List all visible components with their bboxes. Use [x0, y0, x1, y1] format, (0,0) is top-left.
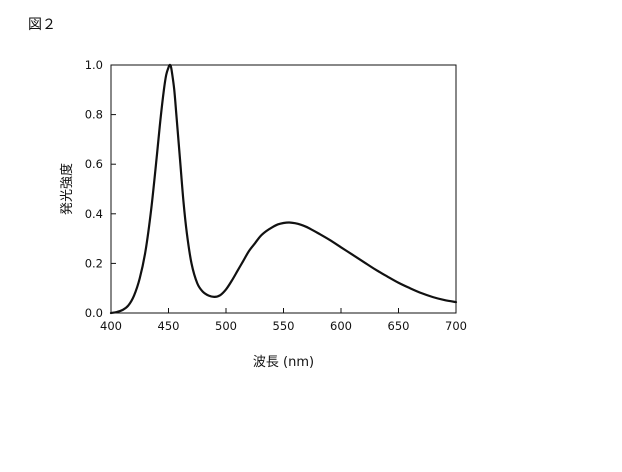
figure-label: 図２	[28, 17, 56, 33]
y-axis-title: 発光強度	[59, 163, 75, 215]
tick-labels: 400 450 500 550 600 650 700 0.0 0.2 0.4 0.6 0.8 1.0	[85, 58, 467, 333]
x-tick-label-550: 550	[273, 319, 295, 333]
x-tick-label-600: 600	[330, 319, 352, 333]
x-tick-label-450: 450	[158, 319, 180, 333]
x-tick-label-700: 700	[445, 319, 467, 333]
plot-frame	[110, 64, 457, 314]
y-tick-label-0.2: 0.2	[85, 256, 103, 270]
series-line-emission	[109, 63, 458, 315]
x-tick-label-650: 650	[388, 319, 410, 333]
x-tick-label-400: 400	[100, 319, 122, 333]
y-tick-label-0.8: 0.8	[85, 108, 103, 122]
y-tick-label-0.6: 0.6	[85, 157, 103, 171]
y-tick-label-0.0: 0.0	[85, 306, 103, 320]
x-axis-title: 波長 (nm)	[253, 355, 314, 370]
y-tick-label-0.4: 0.4	[85, 207, 103, 221]
y-tick-label-1.0: 1.0	[85, 58, 103, 72]
x-tick-label-500: 500	[215, 319, 237, 333]
